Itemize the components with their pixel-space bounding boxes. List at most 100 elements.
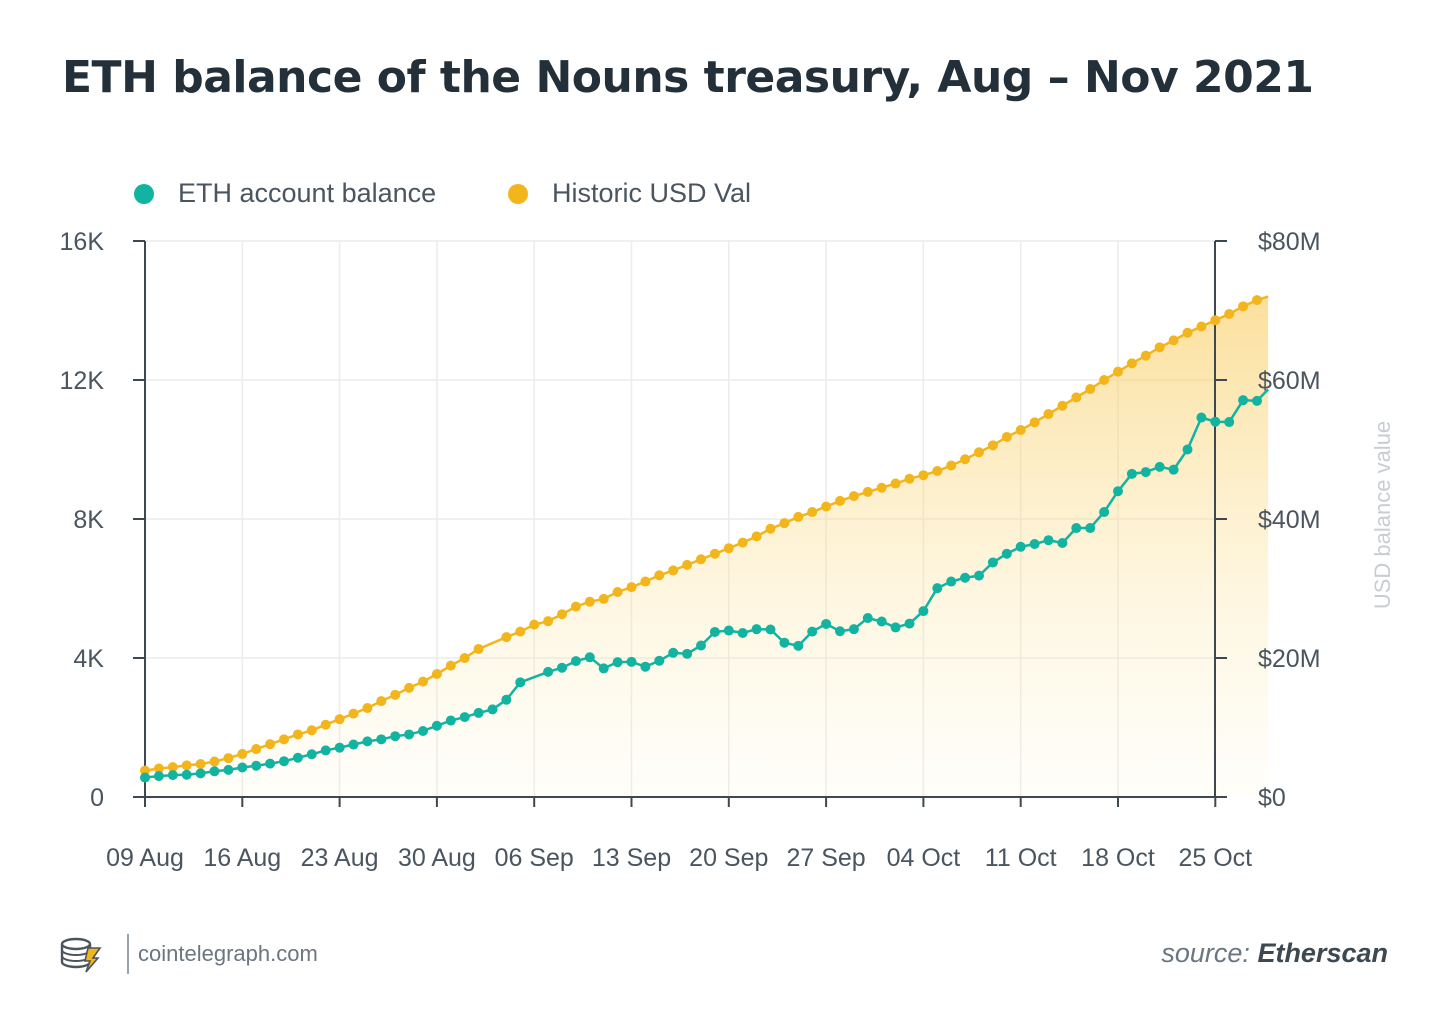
usd-data-point xyxy=(848,491,859,502)
usd-data-point xyxy=(918,470,929,481)
x-tick-label: 13 Sep xyxy=(592,844,671,872)
eth-data-point xyxy=(1196,412,1207,423)
eth-data-point xyxy=(584,652,595,663)
x-tick-label: 30 Aug xyxy=(398,844,476,872)
usd-data-point xyxy=(418,676,428,687)
eth-data-point xyxy=(668,647,679,658)
y-right-tick-label: $80M xyxy=(1258,228,1321,256)
eth-data-point xyxy=(265,758,276,769)
x-tick-label: 06 Sep xyxy=(495,844,574,872)
eth-data-point xyxy=(1182,444,1193,455)
usd-data-point xyxy=(181,760,192,771)
usd-data-point xyxy=(1001,431,1012,442)
eth-data-point xyxy=(1085,523,1096,534)
eth-data-point xyxy=(209,766,220,777)
axes xyxy=(133,240,1227,807)
usd-data-point xyxy=(334,714,345,725)
usd-data-point xyxy=(1154,342,1165,353)
eth-data-point xyxy=(890,622,901,633)
eth-data-point xyxy=(709,626,720,637)
eth-data-point xyxy=(223,764,234,775)
x-tick-label: 27 Sep xyxy=(786,844,865,872)
usd-data-point xyxy=(765,523,776,534)
usd-data-point xyxy=(195,758,206,769)
eth-data-point xyxy=(696,640,706,651)
usd-data-point xyxy=(584,596,595,607)
usd-data-point xyxy=(904,473,915,484)
eth-data-point xyxy=(1001,548,1012,559)
eth-data-point xyxy=(626,656,637,667)
legend-dot-usd-icon xyxy=(508,183,528,204)
eth-data-point xyxy=(1071,523,1082,534)
eth-data-point xyxy=(723,625,734,636)
y-right-tick-label: $40M xyxy=(1258,506,1321,534)
usd-data-point xyxy=(223,753,234,764)
usd-data-point xyxy=(1029,417,1040,428)
y-right-tick-label: $0 xyxy=(1258,784,1286,812)
usd-data-point xyxy=(459,653,470,663)
eth-data-point xyxy=(431,720,442,731)
eth-data-point xyxy=(918,606,929,617)
usd-data-point xyxy=(682,559,693,570)
usd-data-point xyxy=(543,616,554,627)
usd-data-point xyxy=(668,565,679,576)
eth-data-point xyxy=(362,736,373,747)
usd-data-point xyxy=(445,660,456,671)
usd-data-point xyxy=(362,703,373,714)
x-tick-label: 11 Oct xyxy=(985,844,1057,872)
usd-data-point xyxy=(932,466,943,477)
x-tick-label: 18 Oct xyxy=(1081,844,1155,872)
legend-label-usd: Historic USD Val xyxy=(552,178,752,208)
usd-data-point xyxy=(821,501,832,512)
eth-data-point xyxy=(1015,541,1026,552)
usd-data-point xyxy=(862,486,873,497)
usd-data-point xyxy=(835,495,845,506)
y-left-tick-label: 16K xyxy=(60,228,105,256)
legend-item-eth: ETH account balance xyxy=(134,178,436,209)
usd-data-point xyxy=(974,447,984,458)
eth-data-point xyxy=(835,626,845,637)
eth-data-point xyxy=(654,655,665,666)
eth-data-point xyxy=(598,663,609,674)
eth-data-point xyxy=(765,624,776,635)
usd-data-point xyxy=(946,460,957,471)
eth-data-point xyxy=(1140,467,1151,478)
usd-data-point xyxy=(1085,384,1096,395)
usd-data-point xyxy=(1015,425,1026,436)
usd-data-point xyxy=(473,643,484,654)
usd-data-point xyxy=(987,440,998,451)
usd-data-point xyxy=(598,593,609,604)
usd-data-point xyxy=(431,668,442,679)
eth-data-point xyxy=(807,626,818,637)
usd-data-point xyxy=(515,626,526,637)
usd-data-point xyxy=(501,632,512,643)
usd-data-point xyxy=(1210,315,1221,326)
y-left-tick-label: 12K xyxy=(60,367,105,395)
eth-data-point xyxy=(1029,539,1040,550)
usd-data-point xyxy=(1043,409,1054,420)
eth-data-point xyxy=(279,756,289,767)
eth-data-point xyxy=(237,762,248,773)
eth-data-point xyxy=(515,677,526,688)
source-prefix: source: xyxy=(1161,938,1250,968)
usd-data-point xyxy=(779,518,790,529)
usd-data-point xyxy=(265,739,276,750)
footer-source: source: Etherscan xyxy=(1161,938,1388,969)
eth-data-point xyxy=(404,729,415,740)
usd-series-points xyxy=(140,295,1262,776)
usd-data-point xyxy=(529,619,540,630)
y-left-tick-label: 4K xyxy=(73,645,104,673)
eth-data-point xyxy=(1252,395,1262,406)
y-left-tick-label: 0 xyxy=(90,784,104,812)
x-tick-label: 04 Oct xyxy=(887,844,961,872)
usd-data-point xyxy=(612,586,623,597)
usd-data-point xyxy=(1168,335,1179,346)
usd-data-point xyxy=(1113,366,1123,377)
y-right-axis-title: USD balance value xyxy=(1370,421,1395,609)
usd-data-point xyxy=(1196,321,1207,332)
footer-divider xyxy=(127,934,129,974)
eth-data-point xyxy=(821,618,832,629)
eth-data-point xyxy=(848,624,859,635)
eth-data-point xyxy=(195,768,206,779)
eth-data-point xyxy=(1043,535,1054,546)
